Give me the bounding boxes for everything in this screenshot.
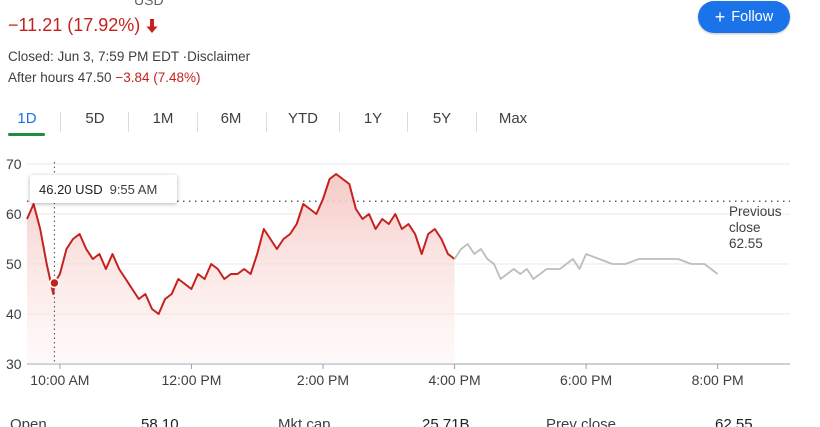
hover-point (49, 277, 60, 289)
stat-mktcap-label: Mkt cap (278, 416, 331, 427)
plus-icon: + (714, 7, 726, 27)
tab-ytd[interactable]: YTD (288, 110, 318, 127)
tab-5d[interactable]: 5D (85, 110, 105, 127)
x-tick-label: 10:00 AM (30, 372, 89, 388)
series-lines (26, 173, 719, 315)
tab-5y[interactable]: 5Y (432, 110, 452, 127)
y-tick-label: 70 (6, 156, 22, 172)
tab-divider (60, 112, 61, 132)
arrow-down-icon (146, 18, 158, 33)
x-tick-label: 2:00 PM (297, 372, 349, 388)
range-tabs: 1D 5D 1M 6M YTD 1Y 5Y Max (0, 110, 790, 134)
axis-ticks: 30 40 50 60 70 10:00 AM 12:00 PM 2:00 PM 4:00 PM… (6, 156, 782, 388)
y-tick-label: 30 (6, 356, 22, 372)
previous-close-value: 62.55 (729, 236, 763, 251)
tab-1m[interactable]: 1M (152, 110, 174, 127)
markers (49, 162, 60, 364)
stat-prevclose-label: Prev close (546, 416, 617, 427)
tab-6m[interactable]: 6M (220, 110, 242, 127)
price-change: −11.21 (17.92%) (8, 15, 158, 36)
previous-close-label: close (729, 220, 761, 235)
closed-status: Closed: Jun 3, 7:59 PM EDT ·Disclaimer (8, 49, 251, 64)
after-hours-status: After hours 47.50 −3.84 (7.48%) (8, 70, 201, 85)
x-tick-label: 6:00 PM (560, 372, 612, 388)
tab-divider (197, 112, 198, 132)
y-tick-label: 40 (6, 306, 22, 322)
y-tick-label: 50 (6, 256, 22, 272)
stat-open-label: Open (10, 416, 47, 427)
tooltip-price: 46.20 USD (39, 181, 103, 197)
regular-session-line (26, 173, 456, 315)
after-hours-change: −3.84 (7.48%) (115, 70, 201, 85)
tab-divider (407, 112, 408, 132)
header-partial: USD (0, 0, 420, 14)
after-hours-label: After hours 47.50 (8, 70, 112, 85)
stat-open-value: 58.10 (141, 416, 179, 427)
regular-fill (27, 174, 455, 364)
tab-1d[interactable]: 1D (17, 110, 37, 127)
y-tick-label: 60 (6, 206, 22, 222)
stat-prevclose-value: 62.55 (715, 416, 753, 427)
x-tick-label: 8:00 PM (692, 372, 744, 388)
follow-button[interactable]: + Follow (698, 1, 790, 33)
hover-tooltip: 46.20 USD 9:55 AM (30, 175, 177, 203)
stats-row: Open 58.10 Mkt cap 25.71B Prev close 62.… (0, 414, 820, 427)
tab-max[interactable]: Max (498, 110, 528, 127)
tab-divider (128, 112, 129, 132)
tab-divider (339, 112, 340, 132)
active-tab-indicator (8, 133, 45, 136)
stat-mktcap-value: 25.71B (422, 416, 470, 427)
x-tick-label: 12:00 PM (161, 372, 221, 388)
tab-divider (266, 112, 267, 132)
tab-divider (476, 112, 477, 132)
after-hours-line (453, 243, 719, 280)
tooltip-time: 9:55 AM (109, 181, 158, 197)
tab-1y[interactable]: 1Y (363, 110, 383, 127)
regular-session-area (27, 174, 455, 364)
currency-label: USD (134, 0, 164, 8)
previous-close-label: Previous (729, 204, 782, 219)
x-tick-label: 4:00 PM (428, 372, 480, 388)
price-change-text: −11.21 (17.92%) (8, 15, 141, 35)
follow-button-label: Follow (731, 9, 774, 25)
